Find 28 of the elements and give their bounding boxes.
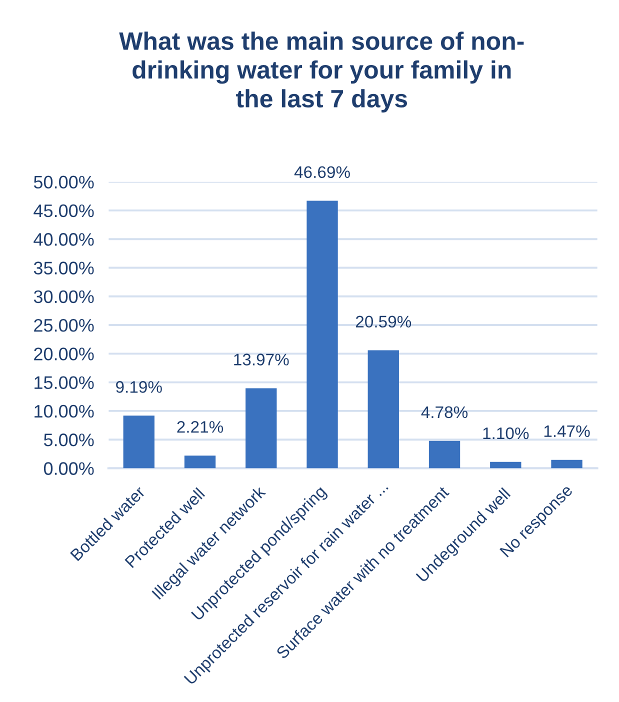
y-tick-label: 15.00% <box>34 376 94 390</box>
y-tick-label: 5.00% <box>44 434 94 446</box>
y-tick-label: 20.00% <box>34 348 94 360</box>
data-label: 4.78% <box>421 406 468 418</box>
y-tick-label: 30.00% <box>34 290 94 304</box>
bar <box>123 416 154 468</box>
data-label: 46.69% <box>294 166 350 178</box>
y-tick-label: 10.00% <box>34 404 94 418</box>
bar <box>490 462 522 468</box>
bar <box>551 460 582 468</box>
y-tick-label: 50.00% <box>34 176 94 189</box>
y-tick-label: 25.00% <box>34 318 94 332</box>
y-tick-label: 0.00% <box>44 462 94 475</box>
bar <box>368 350 399 468</box>
data-label: 20.59% <box>356 316 412 328</box>
data-label: 2.21% <box>177 421 224 433</box>
bar <box>306 200 338 468</box>
data-label: 1.10% <box>483 427 529 440</box>
data-label: 13.97% <box>234 354 289 366</box>
y-tick-label: 45.00% <box>34 204 94 218</box>
data-label: 1.47% <box>544 425 590 438</box>
bar <box>428 440 460 468</box>
chart-title: What was the main source of non-drinking water for your family in the last 7 days <box>119 32 524 112</box>
y-tick-label: 35.00% <box>34 262 94 274</box>
bar <box>246 388 277 468</box>
data-label: 9.19% <box>116 381 162 393</box>
y-tick-label: 40.00% <box>34 233 94 246</box>
bar <box>184 456 216 468</box>
